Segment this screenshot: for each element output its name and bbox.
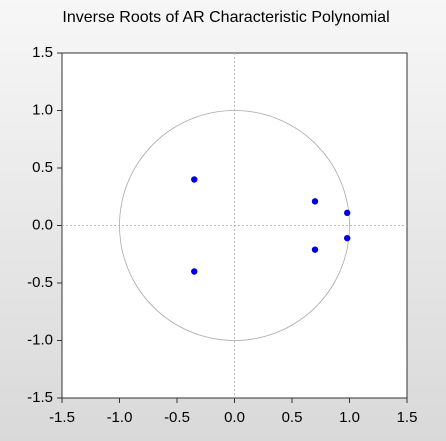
point: [311, 198, 319, 205]
point: [344, 234, 351, 242]
y-tick-label: -1.5: [27, 389, 53, 406]
point: [344, 209, 351, 217]
x-tick-label: -0.5: [164, 409, 190, 426]
y-tick-label: -0.5: [27, 274, 53, 291]
x-tick-label: -1.0: [107, 409, 133, 426]
point: [191, 268, 198, 275]
y-tick-label: 0.0: [32, 216, 53, 233]
x-tick-label: -1.5: [49, 409, 75, 426]
x-tick-label: 0.5: [282, 409, 303, 426]
y-tick-label: 0.5: [32, 159, 53, 176]
y-tick-label: 1.0: [32, 101, 53, 118]
y-tick-label: -1.0: [27, 331, 53, 348]
point: [191, 176, 198, 183]
x-tick-label: 1.0: [339, 409, 360, 426]
chart-title: Inverse Roots of AR Characteristic Polyn…: [62, 9, 389, 26]
x-tick-label: 0.0: [224, 409, 245, 426]
x-tick-label: 1.5: [397, 409, 418, 426]
y-tick-label: 1.5: [32, 44, 53, 61]
point: [311, 246, 319, 253]
